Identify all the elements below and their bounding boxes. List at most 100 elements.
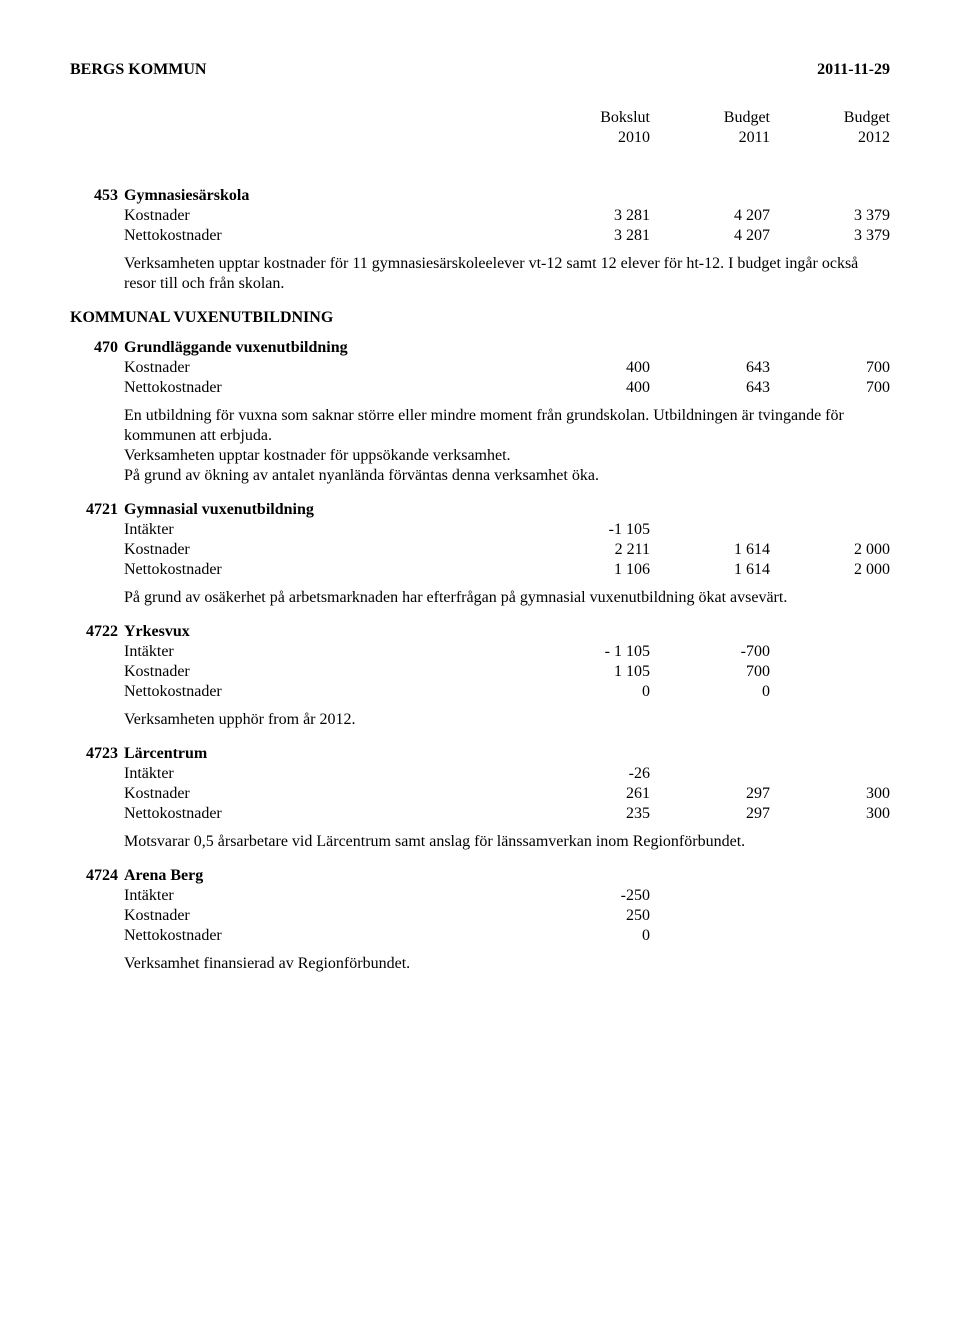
table-row: Nettokostnader 1 106 1 614 2 000 bbox=[70, 560, 890, 580]
cell: 2 000 bbox=[770, 560, 890, 580]
cell bbox=[770, 926, 890, 946]
section-453: 453 Gymnasiesärskola Kostnader 3 281 4 2… bbox=[70, 186, 890, 294]
cell: 700 bbox=[650, 662, 770, 682]
cell: 0 bbox=[530, 682, 650, 702]
cell: 1 105 bbox=[530, 662, 650, 682]
section-470: 470 Grundläggande vuxenutbildning Kostna… bbox=[70, 338, 890, 486]
row-label: Intäkter bbox=[124, 642, 324, 662]
section-paragraph: Verksamheten upptar kostnader för 11 gym… bbox=[124, 254, 890, 294]
table-row: Kostnader 3 281 4 207 3 379 bbox=[70, 206, 890, 226]
cell: 400 bbox=[530, 378, 650, 398]
section-name: Arena Berg bbox=[124, 866, 890, 886]
cell bbox=[770, 682, 890, 702]
section-name: Yrkesvux bbox=[124, 622, 890, 642]
section-name: Gymnasial vuxenutbildning bbox=[124, 500, 890, 520]
cell: -250 bbox=[530, 886, 650, 906]
cell bbox=[770, 886, 890, 906]
table-row: Kostnader 250 bbox=[70, 906, 890, 926]
cell bbox=[650, 886, 770, 906]
table-row: Intäkter -26 bbox=[70, 764, 890, 784]
cell: 0 bbox=[650, 682, 770, 702]
table-row: Nettokostnader 0 bbox=[70, 926, 890, 946]
row-label: Kostnader bbox=[124, 206, 324, 226]
section-name: Lärcentrum bbox=[124, 744, 890, 764]
cell: -26 bbox=[530, 764, 650, 784]
row-label: Nettokostnader bbox=[124, 378, 324, 398]
cell: 4 207 bbox=[650, 226, 770, 246]
table-row: Kostnader 400 643 700 bbox=[70, 358, 890, 378]
row-label: Nettokostnader bbox=[124, 226, 324, 246]
cell: 1 614 bbox=[650, 560, 770, 580]
section-code: 4722 bbox=[70, 622, 124, 642]
cell bbox=[650, 926, 770, 946]
page-date: 2011-11-29 bbox=[817, 60, 890, 80]
cell bbox=[650, 906, 770, 926]
cell: -1 105 bbox=[530, 520, 650, 540]
group-title: KOMMUNAL VUXENUTBILDNING bbox=[70, 308, 890, 328]
cell bbox=[650, 520, 770, 540]
section-paragraph: Verksamheten upphör from år 2012. bbox=[124, 710, 890, 730]
row-label: Intäkter bbox=[124, 764, 324, 784]
section-name: Gymnasiesärskola bbox=[124, 186, 890, 206]
row-label: Nettokostnader bbox=[124, 682, 324, 702]
row-label: Intäkter bbox=[124, 520, 324, 540]
section-code: 453 bbox=[70, 186, 124, 206]
section-paragraph: En utbildning för vuxna som saknar störr… bbox=[124, 406, 890, 486]
row-label: Kostnader bbox=[124, 784, 324, 804]
cell: 300 bbox=[770, 804, 890, 824]
cell: 1 614 bbox=[650, 540, 770, 560]
cell: 4 207 bbox=[650, 206, 770, 226]
section-paragraph: På grund av osäkerhet på arbetsmarknaden… bbox=[124, 588, 890, 608]
cell: 2 211 bbox=[530, 540, 650, 560]
section-code: 4724 bbox=[70, 866, 124, 886]
cell: 3 281 bbox=[530, 206, 650, 226]
table-row: Kostnader 261 297 300 bbox=[70, 784, 890, 804]
col1-sub: 2010 bbox=[530, 128, 650, 148]
row-label: Nettokostnader bbox=[124, 804, 324, 824]
table-row: Intäkter -250 bbox=[70, 886, 890, 906]
cell: 700 bbox=[770, 358, 890, 378]
cell: 400 bbox=[530, 358, 650, 378]
table-row: Intäkter -1 105 bbox=[70, 520, 890, 540]
col1-top: Bokslut bbox=[530, 108, 650, 128]
column-headers: Bokslut 2010 Budget 2011 Budget 2012 bbox=[70, 108, 890, 148]
cell: 3 379 bbox=[770, 206, 890, 226]
row-label: Kostnader bbox=[124, 540, 324, 560]
cell: 643 bbox=[650, 358, 770, 378]
cell bbox=[770, 662, 890, 682]
cell: 643 bbox=[650, 378, 770, 398]
section-code: 4723 bbox=[70, 744, 124, 764]
table-row: Intäkter - 1 105 -700 bbox=[70, 642, 890, 662]
section-4723: 4723 Lärcentrum Intäkter -26 Kostnader 2… bbox=[70, 744, 890, 852]
col2-top: Budget bbox=[650, 108, 770, 128]
cell bbox=[770, 764, 890, 784]
cell: - 1 105 bbox=[530, 642, 650, 662]
cell: 300 bbox=[770, 784, 890, 804]
cell: 0 bbox=[530, 926, 650, 946]
row-label: Kostnader bbox=[124, 662, 324, 682]
cell bbox=[770, 906, 890, 926]
cell bbox=[770, 642, 890, 662]
cell bbox=[770, 520, 890, 540]
table-row: Nettokostnader 3 281 4 207 3 379 bbox=[70, 226, 890, 246]
cell: 297 bbox=[650, 804, 770, 824]
row-label: Nettokostnader bbox=[124, 560, 324, 580]
cell bbox=[650, 764, 770, 784]
page-header: BERGS KOMMUN 2011-11-29 bbox=[70, 60, 890, 80]
cell: 297 bbox=[650, 784, 770, 804]
section-4721: 4721 Gymnasial vuxenutbildning Intäkter … bbox=[70, 500, 890, 608]
cell: 3 379 bbox=[770, 226, 890, 246]
table-row: Kostnader 2 211 1 614 2 000 bbox=[70, 540, 890, 560]
cell: -700 bbox=[650, 642, 770, 662]
cell: 261 bbox=[530, 784, 650, 804]
col3-sub: 2012 bbox=[770, 128, 890, 148]
org-name: BERGS KOMMUN bbox=[70, 60, 206, 80]
row-label: Nettokostnader bbox=[124, 926, 324, 946]
table-row: Nettokostnader 235 297 300 bbox=[70, 804, 890, 824]
row-label: Intäkter bbox=[124, 886, 324, 906]
cell: 235 bbox=[530, 804, 650, 824]
section-paragraph: Motsvarar 0,5 årsarbetare vid Lärcentrum… bbox=[124, 832, 890, 852]
cell: 2 000 bbox=[770, 540, 890, 560]
col3-top: Budget bbox=[770, 108, 890, 128]
table-row: Nettokostnader 400 643 700 bbox=[70, 378, 890, 398]
